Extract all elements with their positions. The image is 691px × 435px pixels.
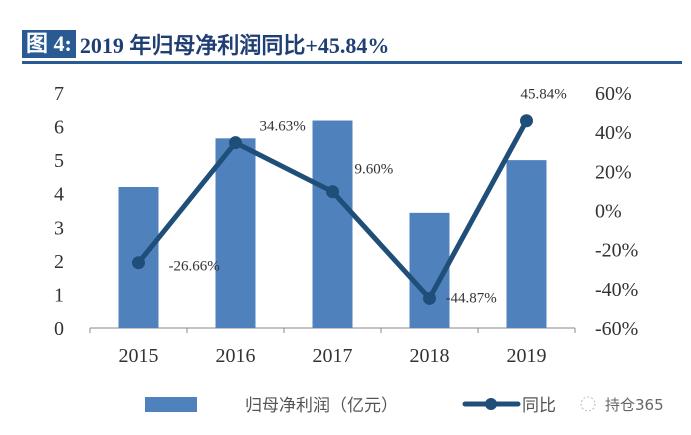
left-tick-label: 5 (54, 150, 64, 172)
x-tick-label: 2015 (119, 345, 159, 367)
figure-title: 图 4: 2019 年归母净利润同比+45.84% (22, 30, 389, 58)
yoy-data-label: 45.84% (521, 87, 567, 103)
left-tick-label: 4 (54, 184, 64, 206)
x-tick-label: 2016 (216, 345, 256, 367)
right-tick-label: 60% (595, 83, 632, 105)
yoy-data-label: -44.87% (446, 290, 497, 306)
watermark-logo-icon (580, 396, 596, 412)
right-tick-label: 0% (595, 201, 622, 223)
bar (506, 160, 547, 328)
left-tick-label: 7 (54, 83, 64, 105)
watermark: 持仓365 (605, 396, 664, 414)
yoy-data-label: 34.63% (260, 119, 306, 135)
left-tick-label: 0 (54, 318, 64, 340)
yoy-point (520, 114, 533, 128)
bar (312, 120, 353, 329)
bar (215, 138, 256, 328)
left-tick-label: 2 (54, 251, 64, 273)
right-tick-label: 20% (595, 161, 632, 183)
yoy-point (423, 291, 436, 305)
left-tick-label: 1 (54, 284, 64, 306)
legend-bar-label: 归母净利润（亿元） (245, 396, 398, 416)
right-tick-label: 40% (595, 122, 632, 144)
x-tick-label: 2017 (313, 345, 353, 367)
title-rule (22, 61, 682, 64)
figure-label: 图 4: (22, 30, 76, 58)
x-tick-label: 2018 (410, 345, 450, 367)
yoy-data-label: 9.60% (355, 162, 394, 178)
yoy-point (229, 136, 242, 150)
legend-line-marker (485, 398, 497, 410)
left-tick-label: 3 (54, 217, 64, 239)
yoy-data-label: -26.66% (169, 259, 220, 275)
yoy-point (326, 185, 339, 199)
right-tick-label: -20% (595, 240, 638, 262)
right-tick-label: -60% (595, 318, 638, 340)
left-tick-label: 6 (54, 117, 64, 139)
x-tick-label: 2019 (507, 345, 547, 367)
figure-title-text: 2019 年归母净利润同比+45.84% (79, 33, 390, 58)
yoy-point (132, 256, 145, 270)
legend-line-label: 同比 (522, 396, 556, 416)
right-tick-label: -40% (595, 279, 638, 301)
legend-bar-swatch (145, 397, 197, 412)
